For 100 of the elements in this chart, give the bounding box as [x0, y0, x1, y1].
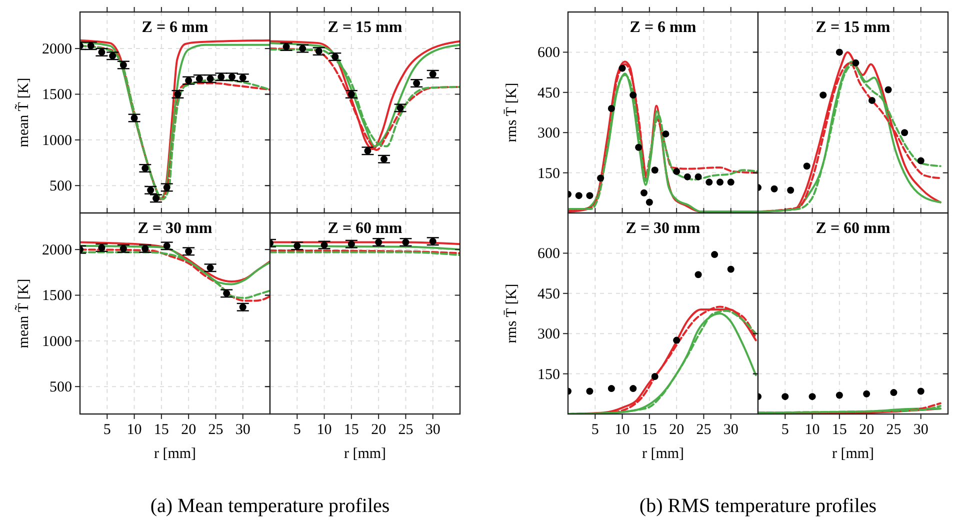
y-axis-title: mean T̃ [K]: [14, 278, 32, 348]
point: [836, 48, 843, 56]
point: [429, 70, 436, 78]
y-axis-title: mean T̃ [K]: [14, 78, 32, 148]
chart-title: Z = 30 mm: [626, 220, 701, 237]
point: [206, 75, 214, 82]
y-tick-label: 600: [538, 246, 560, 262]
point: [380, 156, 388, 163]
point: [348, 90, 355, 98]
point: [803, 162, 810, 170]
y-tick-label: 1500: [42, 87, 72, 104]
point: [174, 90, 182, 98]
x-tick-label: 15: [642, 422, 657, 438]
point: [575, 192, 582, 200]
point: [651, 166, 658, 174]
y-tick-label: 600: [538, 45, 560, 62]
point: [142, 164, 149, 172]
x-axis-title: r [mm]: [832, 446, 874, 462]
y-tick-label: 150: [538, 366, 560, 383]
point: [120, 61, 127, 68]
point: [109, 52, 116, 60]
x-axis-title: r [mm]: [642, 446, 684, 462]
x-tick-label: 10: [126, 422, 142, 438]
y-tick-label: 2000: [42, 242, 72, 259]
x-tick-label: 25: [696, 422, 712, 438]
point: [586, 192, 594, 200]
point: [673, 168, 680, 175]
point: [716, 178, 724, 186]
point: [787, 186, 794, 194]
x-tick-label: 15: [344, 422, 359, 438]
point: [185, 77, 192, 84]
point: [206, 264, 214, 272]
x-tick-label: 5: [103, 422, 111, 438]
point: [597, 174, 604, 182]
y-tick-label: 500: [50, 178, 72, 195]
point: [239, 74, 246, 82]
point: [684, 173, 691, 180]
y-tick-label: 300: [538, 326, 560, 343]
point: [163, 184, 170, 191]
point: [727, 178, 734, 186]
point: [630, 385, 637, 392]
x-tick-label: 20: [859, 422, 874, 438]
point: [87, 42, 94, 50]
point: [364, 147, 372, 154]
point: [618, 64, 626, 72]
point: [673, 336, 680, 344]
y-tick-label: 450: [538, 85, 560, 102]
point: [396, 104, 404, 112]
x-tick-label: 25: [398, 422, 414, 438]
point: [196, 75, 203, 82]
chart-title: Z = 15 mm: [816, 19, 891, 36]
point: [630, 92, 637, 99]
point: [130, 114, 138, 122]
chart-title: Z = 60 mm: [328, 220, 403, 237]
y-tick-label: 300: [538, 126, 560, 142]
point: [608, 104, 615, 112]
point: [868, 96, 876, 104]
point: [163, 242, 170, 250]
point: [901, 129, 908, 136]
point: [852, 59, 860, 66]
point: [120, 245, 127, 252]
point: [694, 173, 702, 180]
x-tick-label: 30: [723, 422, 738, 438]
point: [727, 266, 734, 273]
chart-title: Z = 15 mm: [328, 19, 403, 36]
point: [147, 186, 154, 194]
point: [820, 92, 827, 99]
point: [413, 80, 420, 87]
text: (a) Mean temperature profiles: [150, 495, 390, 517]
y-tick-label: 450: [538, 286, 560, 302]
x-tick-label: 10: [804, 422, 820, 438]
chart-title: Z = 6 mm: [142, 19, 209, 36]
chart-title: Z = 6 mm: [630, 19, 697, 36]
x-tick-label: 5: [781, 422, 789, 438]
point: [917, 157, 924, 164]
x-tick-label: 10: [614, 422, 630, 438]
x-tick-label: 15: [154, 422, 169, 438]
x-tick-label: 20: [371, 422, 386, 438]
point: [218, 73, 225, 80]
point: [608, 385, 615, 392]
y-tick-label: 500: [50, 380, 72, 396]
point: [635, 144, 642, 151]
point: [770, 185, 778, 192]
point: [706, 178, 713, 186]
point: [282, 43, 290, 50]
y-tick-label: 2000: [42, 42, 72, 58]
point: [152, 194, 160, 202]
point: [332, 53, 339, 60]
x-axis-title: r [mm]: [344, 446, 386, 462]
point: [299, 45, 306, 52]
point: [98, 48, 106, 56]
point: [711, 251, 718, 258]
point: [586, 388, 594, 395]
chart-title: Z = 30 mm: [138, 220, 213, 237]
point: [223, 290, 230, 297]
point: [315, 48, 322, 55]
x-tick-label: 20: [181, 422, 196, 438]
x-tick-label: 10: [316, 422, 332, 438]
point: [694, 271, 702, 278]
y-tick-label: 1500: [42, 288, 72, 304]
